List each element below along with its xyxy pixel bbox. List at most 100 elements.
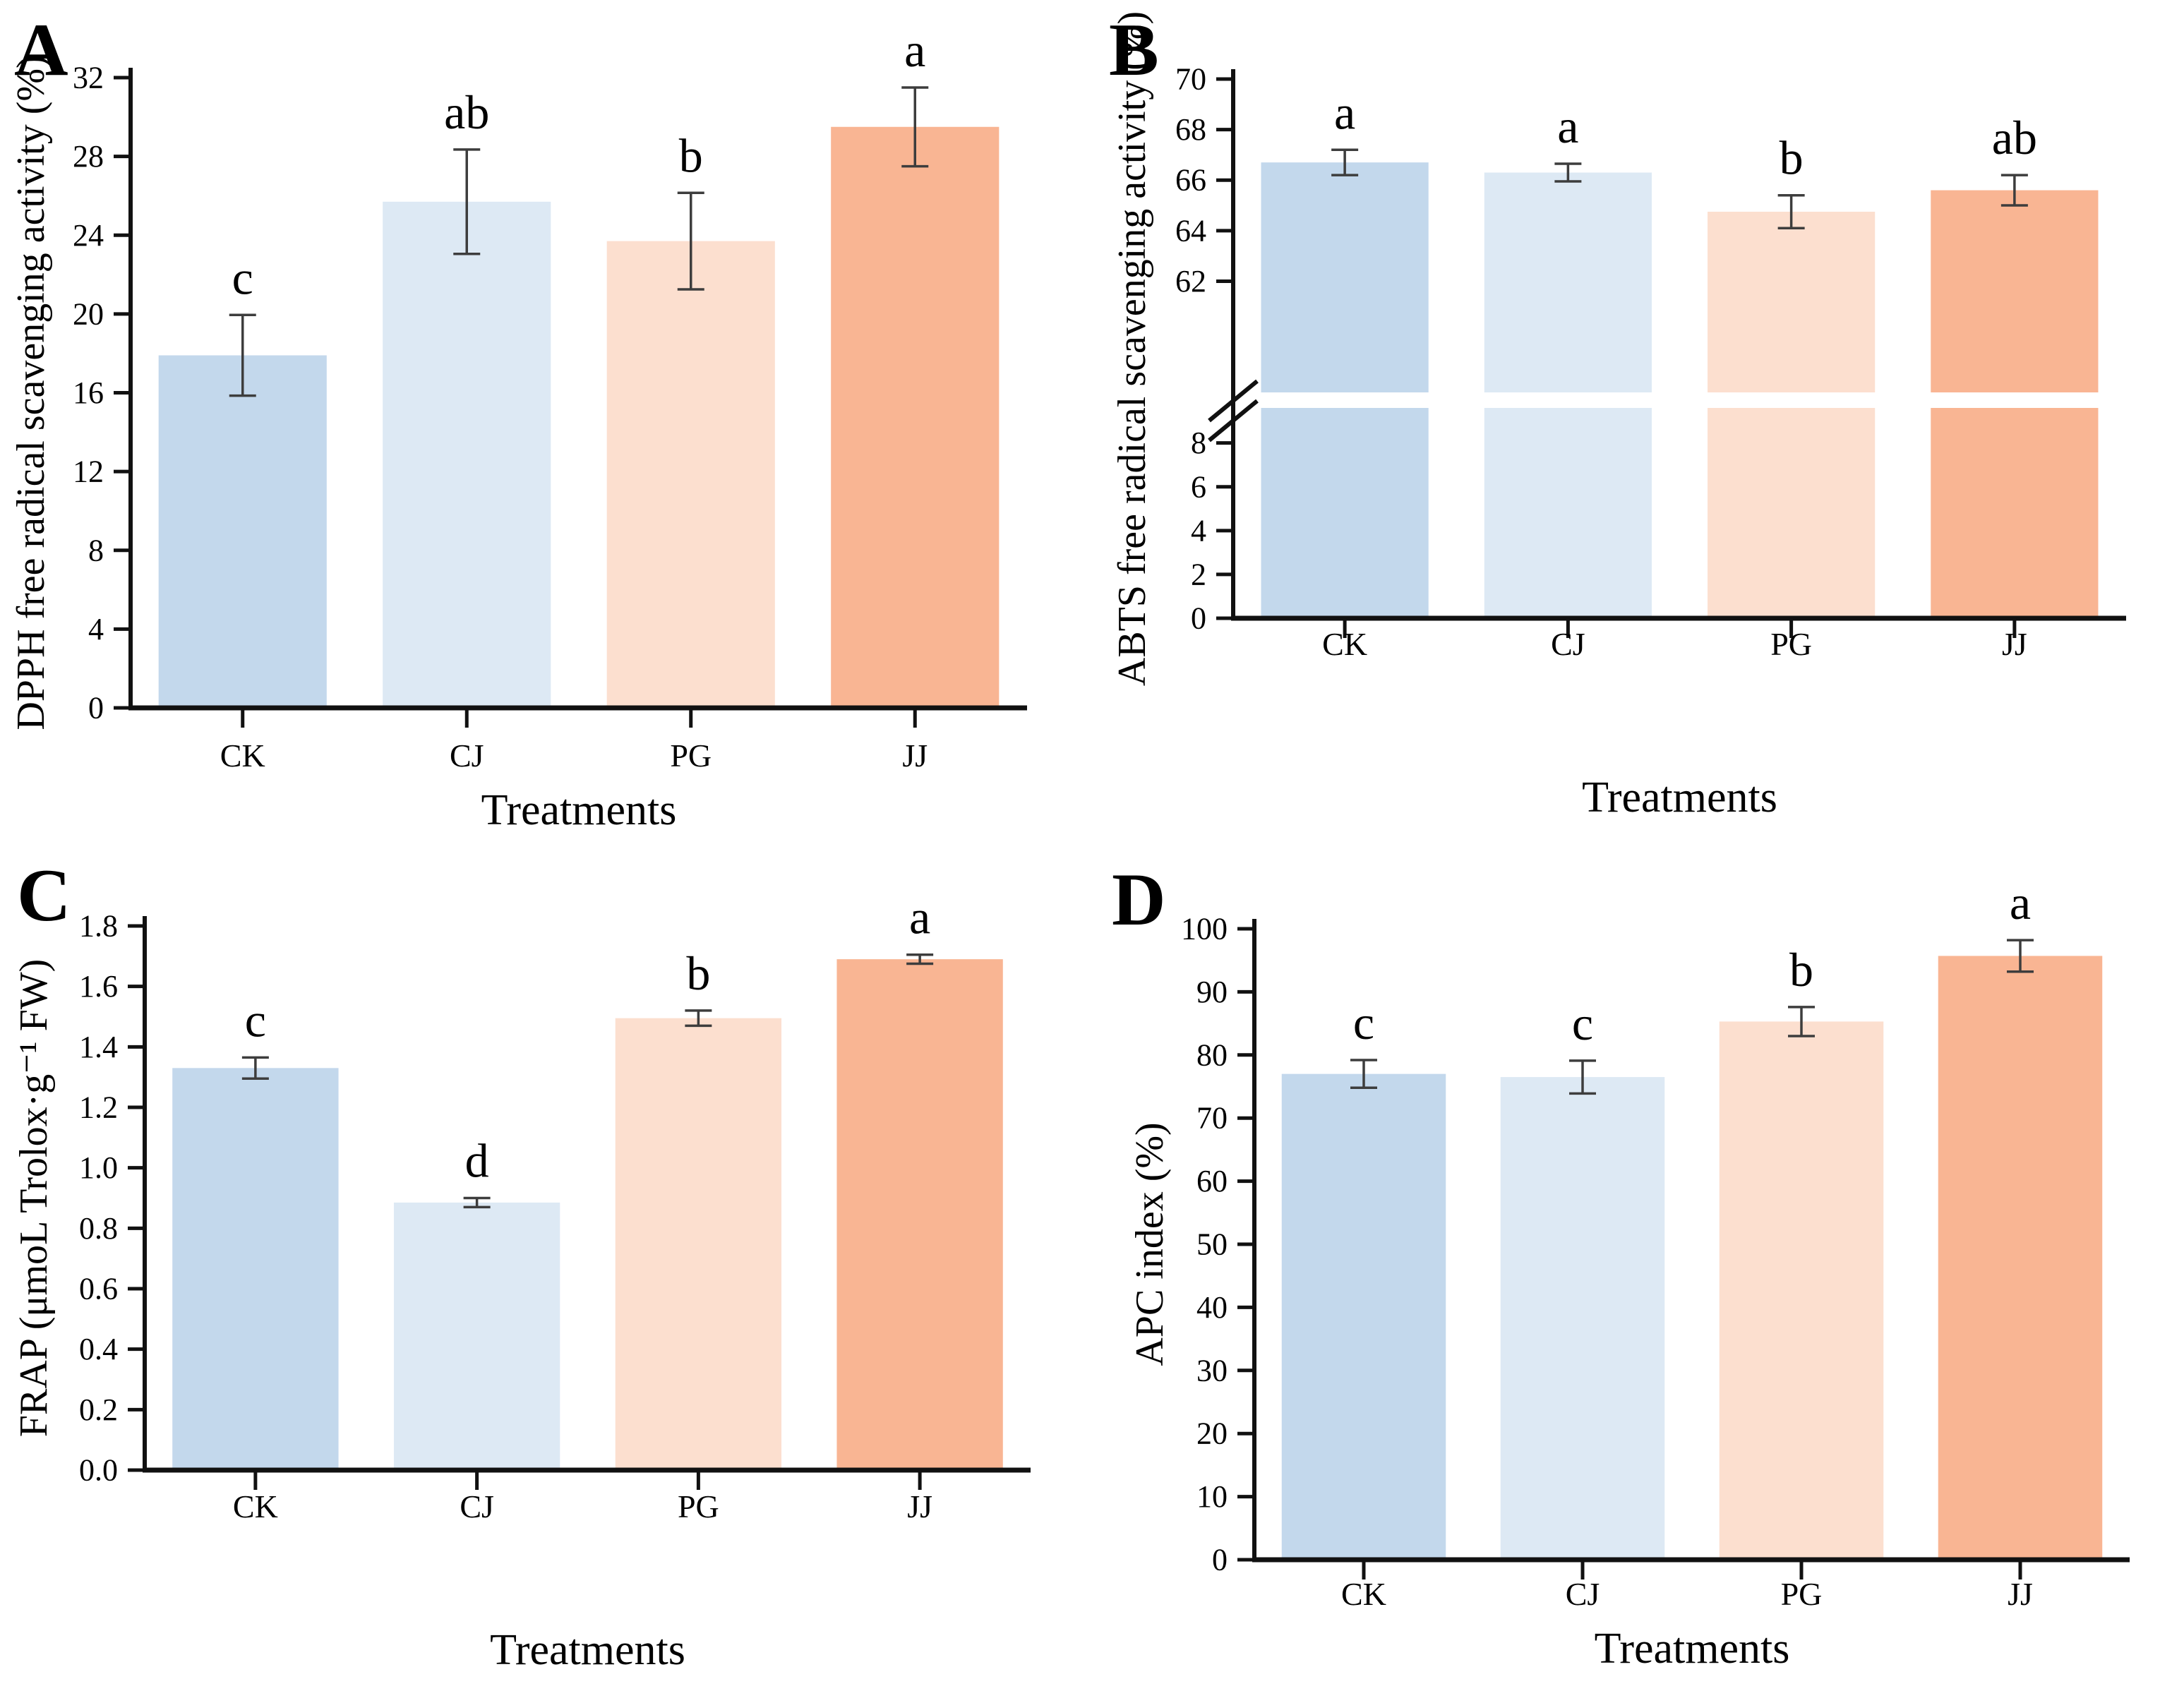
error-bar-JJ [2000,174,2028,207]
y-tick-label: 20 [73,296,104,331]
x-category-label-CJ: CJ [450,738,484,774]
y-tick-label: 1.2 [79,1090,118,1125]
y-axis-title: DPPH free radical scavenging activity (%… [9,55,53,730]
y-tick-label: 66 [1175,163,1206,198]
y-tick-label: 4 [1191,513,1206,548]
error-bar-JJ [901,86,929,168]
y-tick-label: 0.8 [79,1211,118,1246]
error-bar-CK [229,313,256,397]
bar-PG [606,241,775,708]
axis-break-gap [1482,392,1653,408]
panel-letter-B: B [1109,8,1159,91]
x-axis-title: Treatments [481,786,677,834]
y-tick-label: 90 [1196,975,1228,1009]
sig-letter-JJ: a [2010,876,2031,929]
sig-letter-PG: b [1789,943,1813,997]
y-tick-label: 28 [73,139,104,174]
y-tick-label: 40 [1196,1290,1228,1325]
sig-letter-PG: b [686,946,710,1000]
x-axis-title: Treatments [490,1626,685,1674]
x-axis-title: Treatments [1595,1625,1790,1673]
sig-letter-JJ: a [909,891,930,944]
x-category-label-CJ: CJ [460,1488,494,1524]
sig-letter-PG: b [679,128,703,182]
sig-letter-CK: c [232,251,253,304]
y-tick-label: 1.0 [79,1150,118,1185]
y-tick-label: 8 [88,533,104,567]
panel-letter-C: C [17,854,71,937]
sig-letter-JJ: ab [1992,111,2037,164]
y-tick-label: 80 [1196,1037,1228,1072]
error-bar-CJ [463,1196,491,1209]
x-category-label-CK: CK [233,1488,278,1524]
error-bar-CJ [453,148,481,255]
error-bar-JJ [906,953,934,965]
y-tick-label: 12 [73,455,104,489]
sig-letter-CK: c [1353,996,1374,1049]
y-tick-label: 0.4 [79,1332,118,1366]
y-tick-label: 64 [1175,213,1206,248]
y-tick-label: 1.6 [79,969,118,1004]
y-tick-label: 8 [1191,426,1206,460]
axis-break-gap [1259,392,1430,408]
error-bar-JJ [2007,939,2034,973]
y-axis-title: FRAP (μmoL Trolox·g⁻¹ FW) [12,959,56,1437]
x-category-label-JJ: JJ [902,738,928,774]
bar-JJ [831,126,1000,708]
panel-a-dpph: 0 4 8 12 16 20 24 28 32 CK CJ PG JJ c ab b a DPPH free ra… [0,0,1092,846]
bar-CK [158,355,327,708]
sig-letter-CJ: a [1557,100,1578,153]
x-category-label-JJ: JJ [2002,626,2027,662]
x-category-label-PG: PG [678,1488,719,1524]
bar-CK [172,1068,339,1470]
error-bar-PG [677,191,704,291]
axis-break-gap [1706,392,1877,408]
error-bar-PG [685,1009,712,1028]
x-category-label-PG: PG [1781,1576,1823,1612]
x-category-label-JJ: JJ [907,1488,932,1524]
y-tick-label: 2 [1191,557,1206,591]
x-category-label-PG: PG [670,738,712,774]
panel-d-apc: 0 10 20 30 40 50 60 70 80 90 100 CK CJ PG JJ c c b a APC in… [1092,846,2184,1691]
chart-A: 0 4 8 12 16 20 24 28 32 CK CJ PG JJ c ab b a DPPH free ra… [9,8,1027,834]
bar-CJ [393,1202,560,1470]
axis-break-slash [1208,379,1259,423]
bar-CK [1281,1073,1446,1560]
x-axis-title: Treatments [1582,774,1777,822]
error-bar-CK [241,1056,269,1081]
error-bar-PG [1788,1006,1815,1037]
chart-C: 0.0 0.2 0.4 0.6 0.8 1.0 1.2 1.4 1.6 1.8 CK CJ PG JJ c d… [12,854,1031,1674]
bar-JJ [836,959,1003,1470]
y-tick-label: 0 [1191,601,1206,636]
y-tick-label: 1.4 [79,1030,118,1064]
sig-letter-CJ: ab [444,85,489,139]
bar-PG [615,1018,782,1470]
y-tick-label: 0 [1212,1543,1228,1577]
x-category-label-CK: CK [1341,1576,1386,1612]
x-category-label-JJ: JJ [2008,1576,2033,1612]
sig-letter-JJ: a [904,23,925,77]
sig-letter-CJ: c [1572,997,1593,1050]
axis-break-slash [1208,399,1259,443]
y-tick-label: 50 [1196,1227,1228,1262]
axis-break-gap [1929,392,2100,408]
y-tick-label: 68 [1175,112,1206,147]
panel-letter-D: D [1112,858,1166,941]
y-tick-label: 0.2 [79,1392,118,1427]
x-category-label-CK: CK [220,738,265,774]
x-category-label-PG: PG [1770,626,1812,662]
y-tick-label: 10 [1196,1479,1228,1514]
bar-CJ [383,201,551,708]
y-tick-label: 16 [73,375,104,410]
x-category-label-CJ: CJ [1566,1576,1600,1612]
y-tick-label: 6 [1191,469,1206,504]
y-tick-label: 70 [1175,62,1206,97]
y-axis-title: APC index (%) [1128,1122,1172,1366]
panel-b-abts: 0 2 4 6 8 62 64 66 68 70 CK CJ PG JJ a a b ab ABTS free ra… [1092,0,2184,846]
y-tick-label: 0.6 [79,1272,118,1306]
x-category-label-CK: CK [1322,626,1367,662]
chart-D: 0 10 20 30 40 50 60 70 80 90 100 CK CJ PG JJ c c b a APC in… [1112,858,2130,1673]
error-bar-PG [1777,193,1805,230]
bar-PG [1719,1021,1884,1560]
